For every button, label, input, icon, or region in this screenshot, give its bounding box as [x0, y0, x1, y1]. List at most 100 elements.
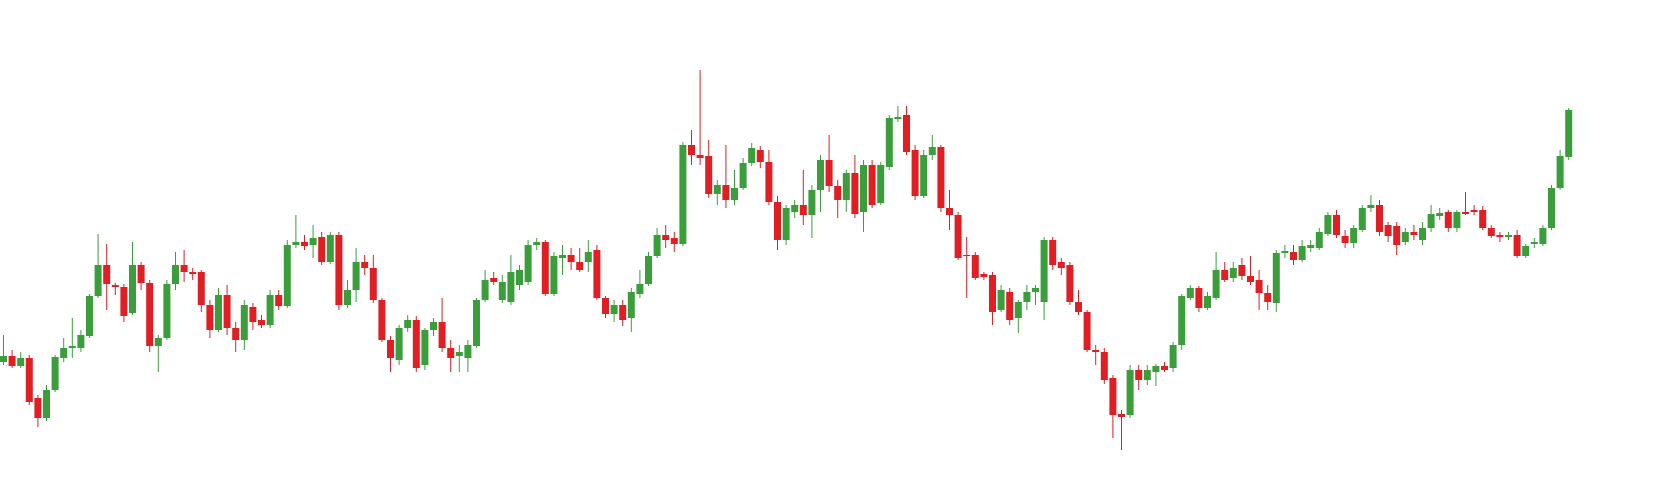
candle-body: [455, 352, 463, 356]
candle-body: [1006, 292, 1014, 320]
candle-body: [782, 208, 790, 240]
candle-body: [756, 150, 764, 162]
candle-body: [971, 255, 979, 278]
candle-body: [25, 358, 33, 402]
candle-body: [1522, 246, 1530, 256]
candle-body: [774, 202, 781, 240]
candle-body: [1135, 370, 1143, 380]
candle-body: [713, 185, 721, 194]
candle-body: [739, 163, 747, 188]
candle-body: [137, 265, 145, 283]
candle-body: [146, 283, 154, 346]
candle-body: [490, 278, 498, 282]
candle-body: [1367, 205, 1375, 208]
candle-body: [1161, 366, 1168, 370]
candle-body: [1212, 270, 1220, 298]
candle-body: [1221, 270, 1229, 280]
candle-body: [559, 255, 566, 258]
candle-body: [154, 338, 162, 346]
candle-body: [954, 215, 962, 258]
candle-body: [860, 165, 867, 212]
candle-body: [550, 256, 558, 294]
candle-body: [258, 320, 265, 325]
candle-body: [1264, 293, 1272, 302]
candle-body: [791, 205, 799, 212]
candle-body: [481, 280, 489, 300]
candle-body: [653, 235, 661, 256]
candle-body: [275, 295, 283, 306]
candle-body: [1307, 245, 1315, 248]
candle-body: [507, 272, 515, 302]
candle-body: [1384, 225, 1392, 236]
candle-body: [696, 155, 704, 158]
candle-body: [1229, 268, 1237, 278]
candle-body: [817, 160, 824, 190]
candle-body: [980, 274, 988, 277]
candle-body: [662, 235, 670, 240]
candle-body: [1315, 232, 1323, 248]
candle-body: [636, 284, 644, 294]
candle-body: [8, 356, 16, 366]
candle-body: [576, 262, 584, 270]
candle-body: [1358, 208, 1366, 230]
candle-body: [309, 238, 317, 245]
candle-body: [68, 346, 76, 348]
candle-body: [344, 290, 351, 305]
candle-body: [885, 118, 893, 167]
candle-body: [1410, 232, 1418, 235]
candle-body: [215, 295, 222, 330]
candle-body: [1513, 235, 1521, 256]
candle-body: [1169, 345, 1177, 368]
candle-body: [1255, 280, 1263, 293]
candle-body: [0, 356, 7, 362]
candle-body: [498, 282, 506, 300]
candle-body: [524, 245, 532, 282]
candle-body: [17, 358, 25, 366]
candle-body: [1487, 228, 1495, 236]
candle-body: [963, 255, 971, 256]
candle-body: [412, 320, 420, 368]
candle-body: [438, 322, 446, 348]
candle-body: [722, 185, 730, 200]
candle-body: [1247, 276, 1254, 282]
candle-body: [1126, 370, 1134, 415]
candle-body: [180, 265, 188, 272]
candle-body: [94, 265, 102, 296]
candle-body: [1238, 265, 1246, 276]
candle-body: [111, 285, 119, 287]
candle-body: [567, 255, 575, 262]
candle-body: [1393, 226, 1401, 245]
candle-body: [997, 290, 1005, 310]
candle-body: [894, 117, 902, 119]
candle-body: [1272, 253, 1280, 303]
candle-body: [1057, 262, 1065, 268]
candle-body: [1186, 288, 1194, 298]
candle-body: [868, 165, 876, 205]
candle-body: [593, 250, 601, 298]
candle-body: [1496, 235, 1504, 237]
candle-body: [421, 330, 429, 365]
candle-body: [1040, 240, 1048, 302]
candle-body: [1376, 205, 1383, 232]
candle-body: [1401, 232, 1409, 242]
candle-body: [197, 272, 205, 305]
candle-body: [731, 188, 738, 200]
candle-body: [1479, 210, 1487, 228]
candle-body: [1333, 215, 1340, 235]
candle-body: [1453, 212, 1461, 228]
candle-body: [1324, 215, 1332, 234]
candle-body: [679, 145, 687, 244]
candle-body: [834, 186, 842, 200]
candle-body: [430, 322, 437, 330]
candle-body: [172, 265, 179, 284]
candle-body: [688, 145, 695, 155]
candle-body: [946, 208, 953, 215]
candle-body: [318, 237, 326, 262]
candle-body: [920, 155, 928, 196]
candle-body: [473, 300, 480, 346]
candle-body: [842, 173, 850, 200]
candle-body: [1436, 213, 1444, 216]
candle-body: [1118, 414, 1125, 417]
candle-body: [378, 300, 386, 340]
